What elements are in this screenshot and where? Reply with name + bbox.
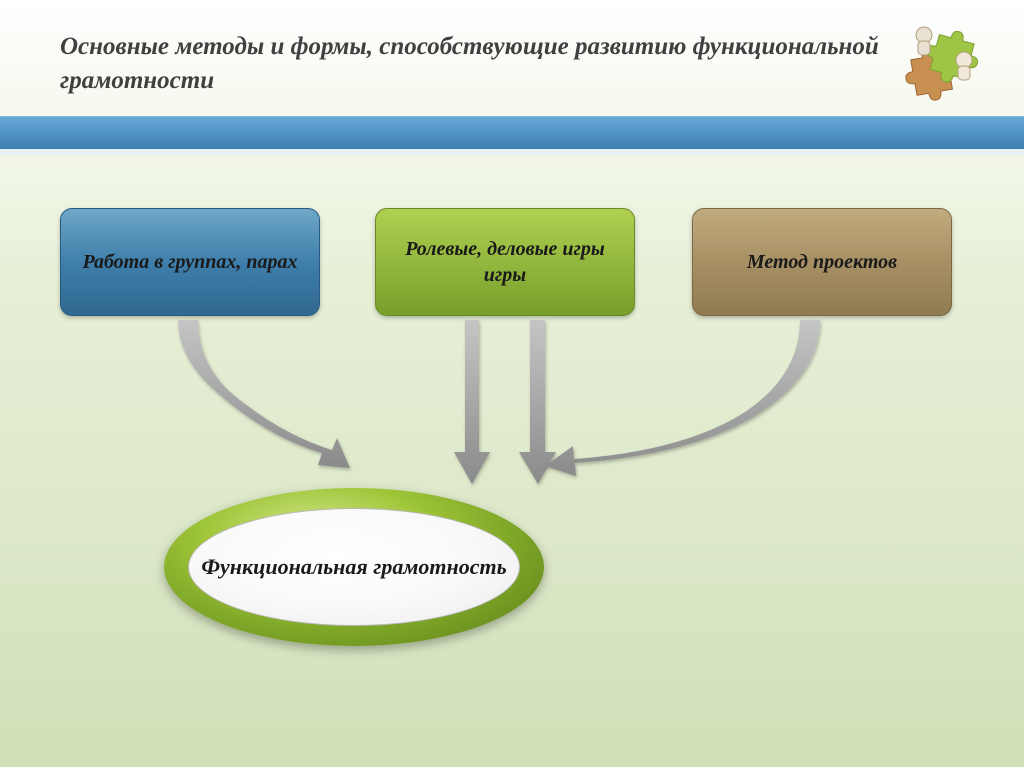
target-label: Функциональная грамотность (201, 552, 506, 582)
divider-bar (0, 116, 1024, 150)
method-box-projects: Метод проектов (692, 208, 952, 316)
corner-decoration (894, 5, 994, 105)
method-box-label: Работа в группах, парах (82, 249, 297, 275)
method-box-games: Ролевые, деловые игры игры (375, 208, 635, 316)
method-box-label: Метод проектов (747, 249, 897, 275)
slide-title: Основные методы и формы, способствующие … (60, 30, 904, 98)
method-box-label: Ролевые, деловые игры игры (388, 236, 622, 288)
connector-arrows (0, 316, 1024, 516)
method-box-groups: Работа в группах, парах (60, 208, 320, 316)
target-oval-inner: Функциональная грамотность (188, 508, 520, 626)
target-oval: Функциональная грамотность (164, 488, 544, 646)
